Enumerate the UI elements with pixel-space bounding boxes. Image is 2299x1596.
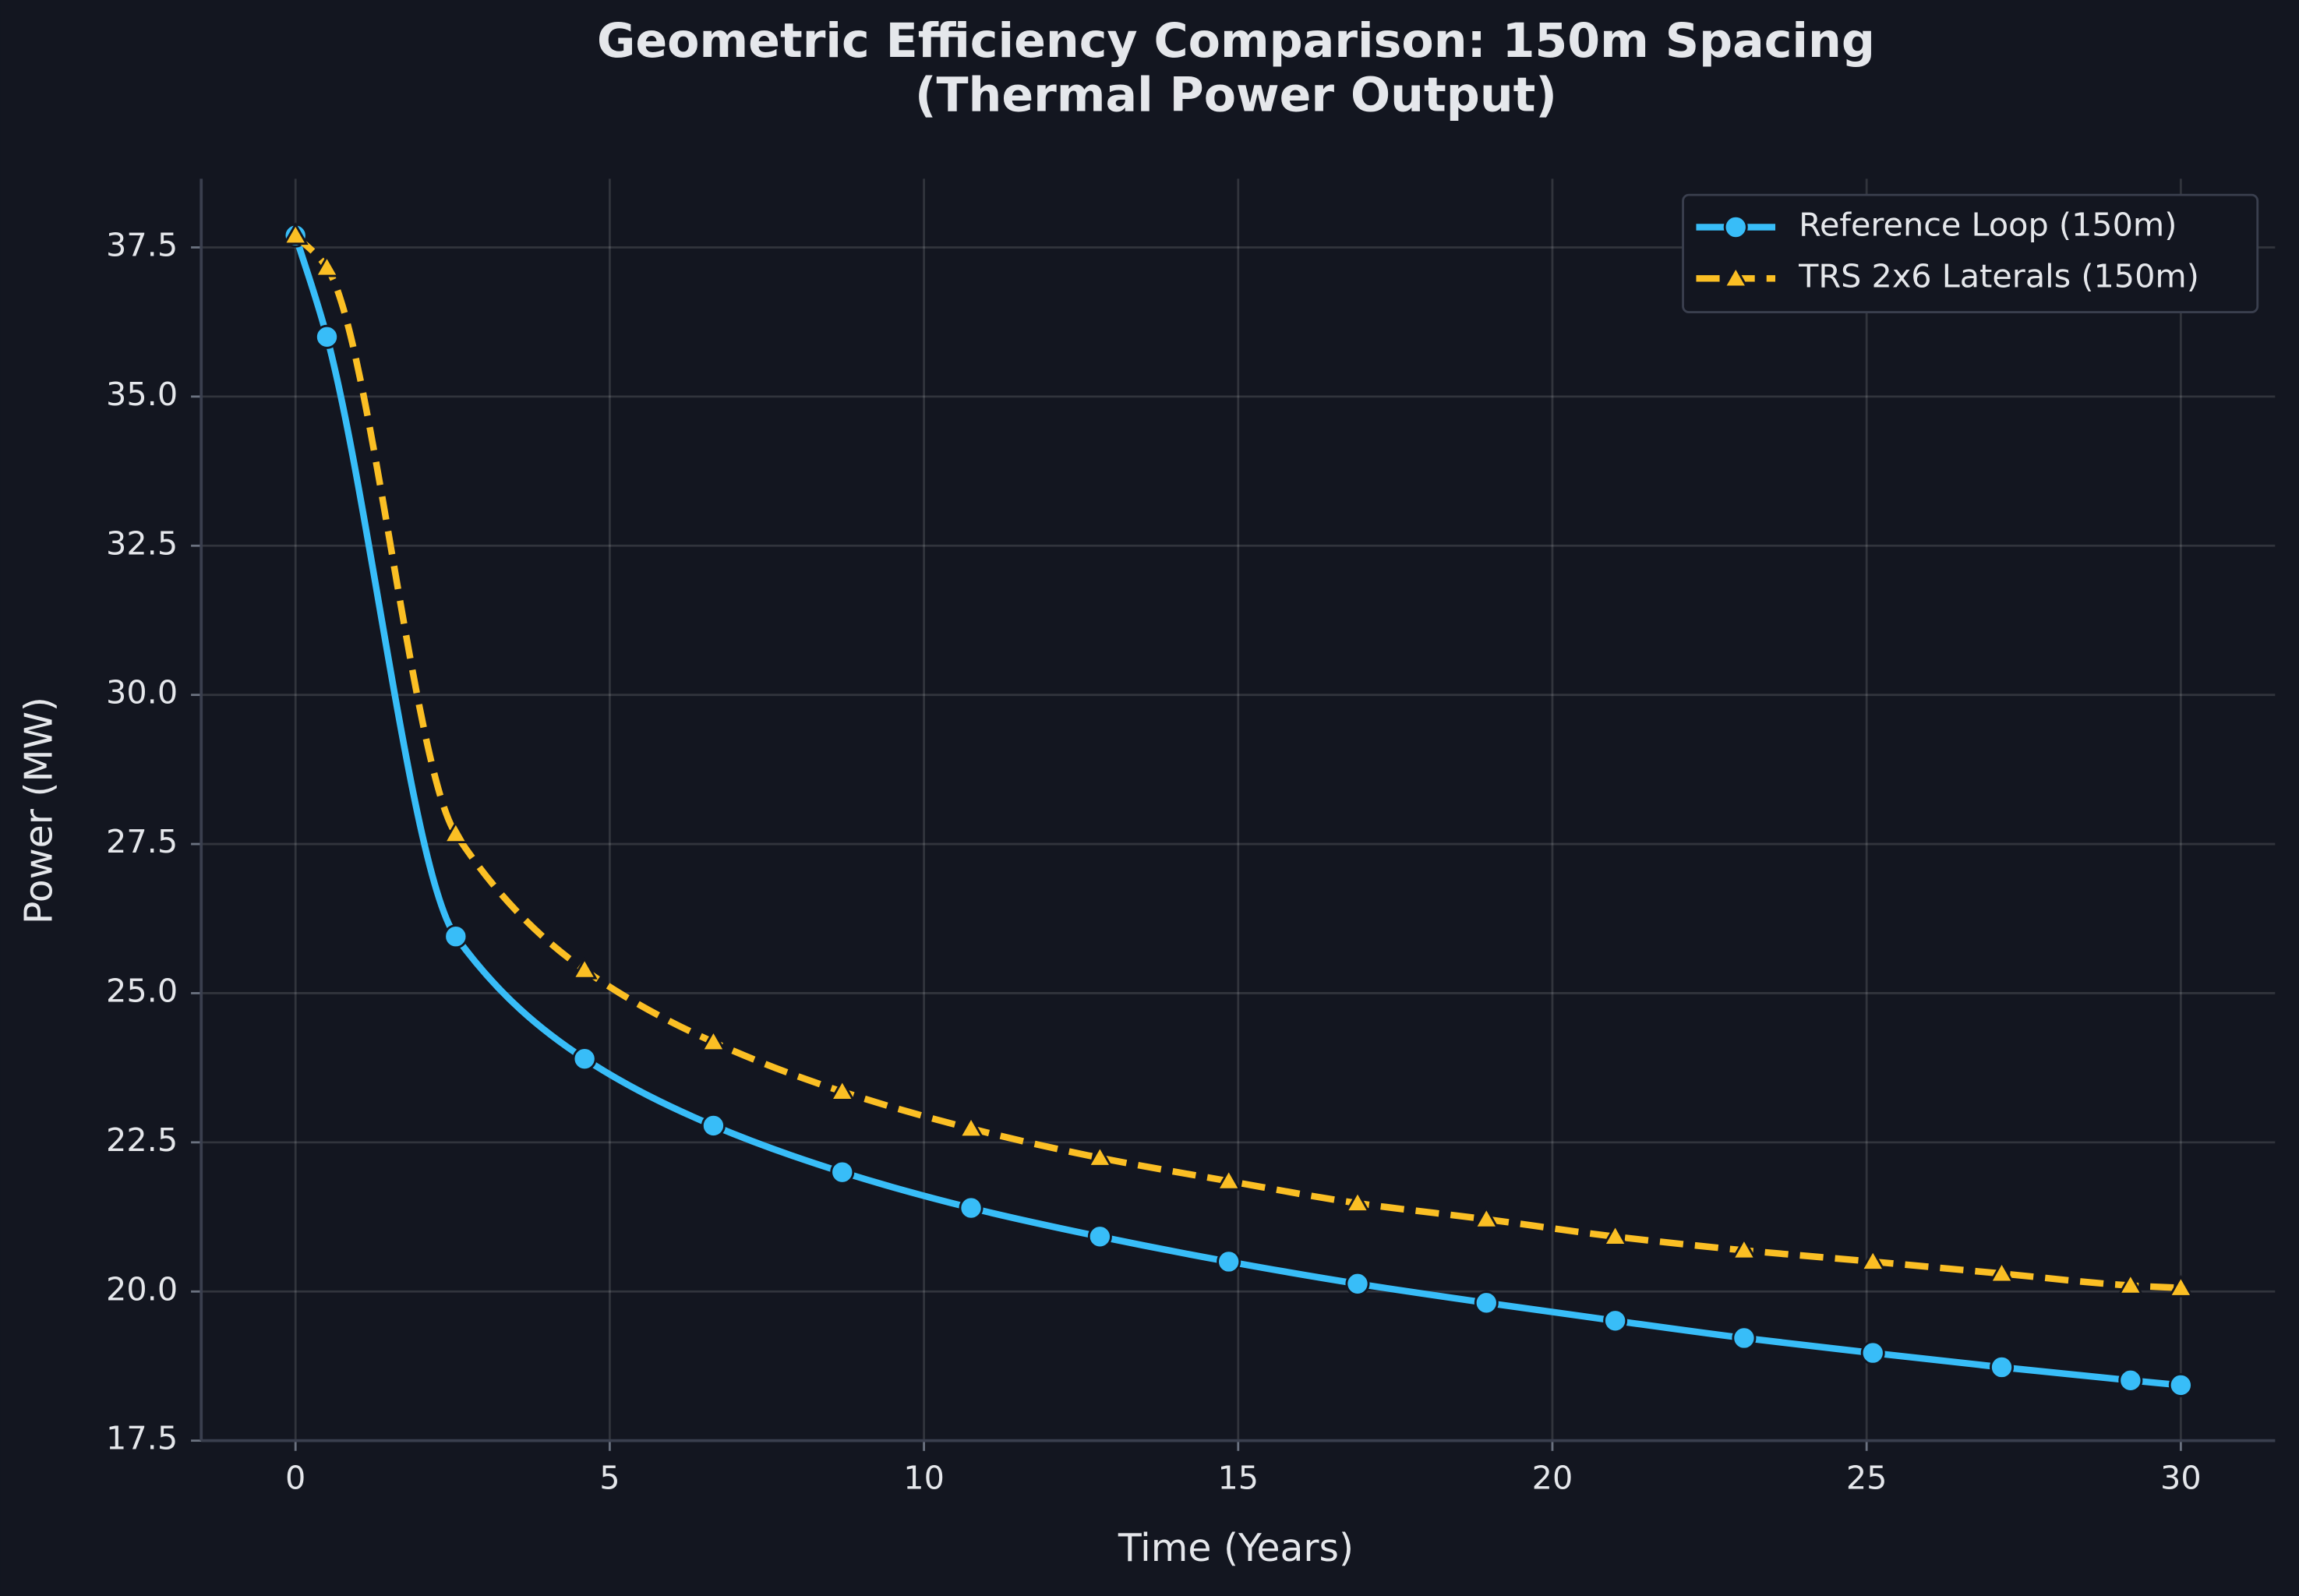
marker	[1344, 1190, 1371, 1213]
y-axis-label: Power (MW)	[17, 697, 62, 924]
x-tick-label: 10	[903, 1459, 945, 1496]
marker	[2167, 1274, 2194, 1298]
marker	[700, 1029, 726, 1052]
plot	[282, 222, 2194, 1397]
marker	[1217, 1249, 1241, 1274]
marker	[958, 1115, 984, 1139]
x-tick-label: 5	[599, 1459, 620, 1496]
marker	[313, 254, 341, 277]
y-tick-label: 22.5	[106, 1121, 178, 1159]
y-tick-label: 25.0	[106, 972, 178, 1009]
y-tick-label: 27.5	[106, 823, 178, 860]
marker	[1086, 1144, 1113, 1167]
marker	[1603, 1308, 1628, 1333]
y-tick-label: 20.0	[106, 1270, 178, 1308]
marker	[443, 924, 468, 949]
marker	[1216, 1167, 1242, 1191]
y-tick-label: 35.0	[106, 376, 178, 413]
legend: Reference Loop (150m) TRS 2x6 Laterals (1…	[1682, 193, 2259, 313]
legend-marker	[1722, 265, 1749, 288]
marker	[1731, 1237, 1757, 1260]
marker	[1732, 1326, 1757, 1351]
marker	[1474, 1291, 1499, 1315]
marker	[959, 1195, 984, 1220]
chart-title: Geometric Efficiency Comparison: 150m Sp…	[597, 14, 1875, 69]
marker	[571, 956, 598, 980]
marker	[829, 1078, 856, 1101]
marker	[443, 821, 469, 844]
x-tick-label: 25	[1846, 1459, 1888, 1496]
marker	[701, 1113, 726, 1138]
legend-label: TRS 2x6 Laterals (150m)	[1798, 257, 2199, 295]
marker	[314, 324, 340, 349]
legend-label: Reference Loop (150m)	[1799, 206, 2177, 243]
marker	[1602, 1223, 1629, 1246]
x-tick-label: 30	[2160, 1459, 2202, 1496]
x-tick-label: 0	[285, 1459, 305, 1496]
chart-title: (Thermal Power Output)	[915, 69, 1557, 123]
marker	[830, 1160, 855, 1185]
marker	[1990, 1354, 2015, 1380]
marker	[1989, 1260, 2015, 1284]
marker	[2118, 1368, 2143, 1393]
legend-box	[1682, 193, 2259, 313]
marker	[1473, 1206, 1499, 1229]
y-tick-label: 37.5	[106, 226, 178, 263]
y-tick-label: 17.5	[106, 1420, 178, 1457]
marker	[572, 1047, 597, 1072]
x-tick-label: 15	[1217, 1459, 1259, 1496]
y-tick-label: 30.0	[106, 674, 178, 711]
x-tick-label: 20	[1532, 1459, 1573, 1496]
marker	[1859, 1248, 1886, 1271]
marker	[2117, 1272, 2144, 1295]
marker	[1087, 1224, 1112, 1249]
x-axis-label: Time (Years)	[1118, 1526, 1354, 1570]
marker	[1860, 1340, 1885, 1365]
marker	[282, 222, 309, 245]
legend-marker	[1723, 214, 1748, 240]
y-tick-label: 32.5	[106, 524, 178, 562]
marker	[2168, 1372, 2193, 1397]
marker	[1345, 1271, 1370, 1296]
